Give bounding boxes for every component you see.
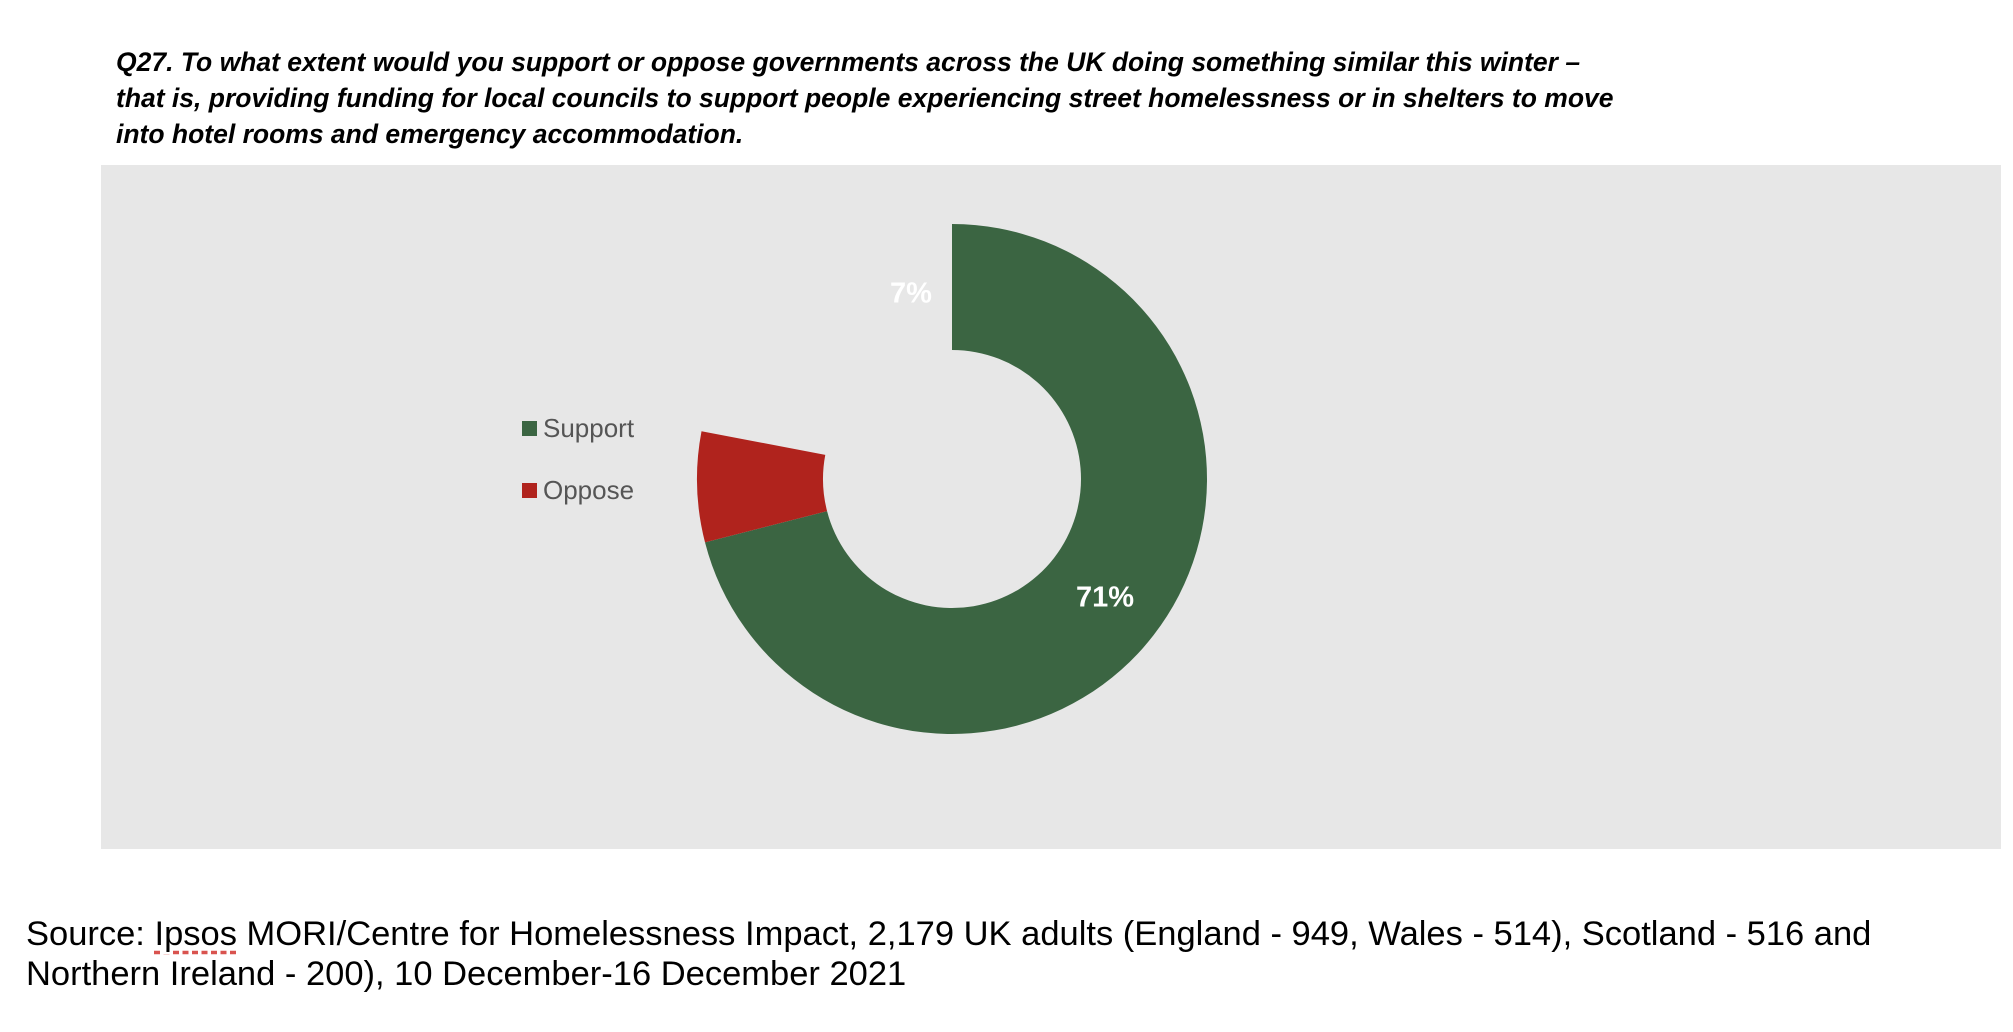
slice-support bbox=[705, 224, 1207, 735]
chart-question-title: Q27. To what extent would you support or… bbox=[116, 47, 1614, 149]
legend-label-support: Support bbox=[543, 412, 635, 443]
legend-item-support: Support bbox=[522, 413, 634, 443]
slice-oppose bbox=[696, 431, 828, 543]
slice-label-oppose: 7% bbox=[890, 278, 932, 310]
source-prefix: Source: bbox=[26, 915, 155, 953]
legend-swatch-oppose bbox=[522, 482, 537, 498]
slice-label-support: 71% bbox=[1076, 582, 1134, 614]
source-org: Ipsos bbox=[154, 915, 237, 953]
legend-swatch-support bbox=[522, 420, 537, 436]
chart-legend: Support Oppose bbox=[522, 413, 634, 537]
donut-chart: 71% 7% bbox=[696, 224, 1207, 735]
source-rest: MORI/Centre for Homelessness Impact, 2,1… bbox=[26, 915, 1872, 993]
source-note: Source: Ipsos MORI/Centre for Homelessne… bbox=[26, 914, 2001, 994]
legend-label-oppose: Oppose bbox=[543, 474, 635, 505]
chart-panel: 71% 7% Support Oppose bbox=[101, 165, 2001, 849]
legend-item-oppose: Oppose bbox=[522, 475, 634, 505]
